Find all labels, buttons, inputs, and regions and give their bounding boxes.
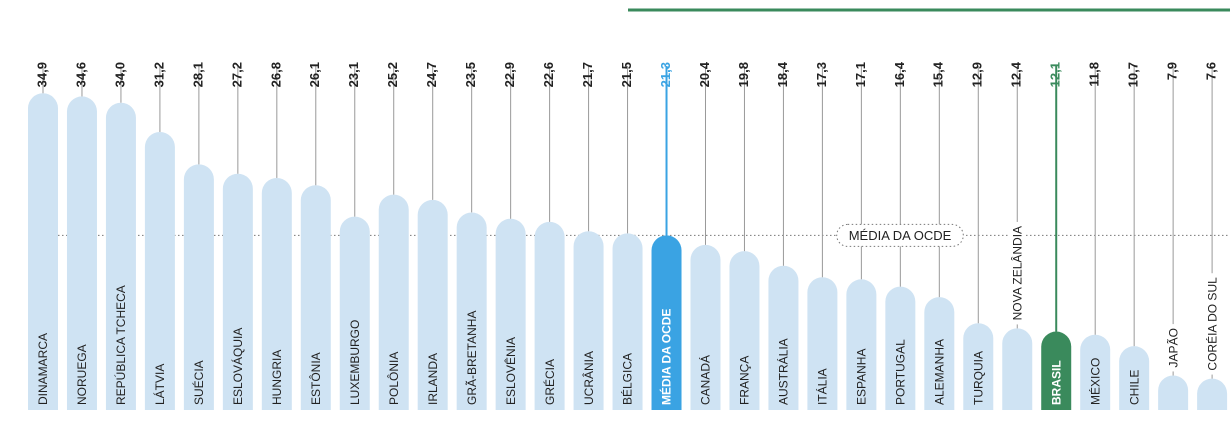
bar	[924, 297, 955, 410]
category-label: PORTUGAL	[894, 339, 908, 405]
category-label: ESLOVÊNIA	[503, 337, 518, 405]
bar	[885, 286, 916, 410]
bar	[144, 131, 175, 410]
bar	[1197, 378, 1228, 410]
category-label: ESPANHA	[855, 349, 869, 405]
value-label: 10,7	[1126, 62, 1141, 87]
value-label: 17,3	[814, 62, 829, 87]
bar	[1080, 334, 1111, 410]
category-label: BRASIL	[1049, 360, 1063, 405]
bar	[300, 185, 331, 410]
value-label: 25,2	[385, 62, 400, 87]
category-label: GRÉCIA	[542, 359, 557, 405]
value-label: 11,8	[1087, 62, 1102, 87]
label-mask	[1009, 221, 1026, 325]
category-label: AUSTRÁLIA	[776, 338, 791, 405]
category-label: MÉXICO	[1087, 358, 1102, 405]
bar	[1041, 331, 1072, 410]
bar	[378, 194, 409, 410]
category-label: CHILE	[1127, 370, 1141, 405]
bar	[729, 251, 760, 410]
value-label: 22,6	[541, 62, 556, 87]
category-label: BÉLGICA	[620, 353, 635, 405]
category-label: NOVA ZELÂNDIA	[1009, 226, 1024, 320]
value-label: 18,4	[775, 61, 790, 87]
bar	[1002, 328, 1033, 410]
value-label: 16,4	[892, 61, 907, 87]
value-label: 12,1	[1048, 62, 1063, 87]
bar	[534, 221, 565, 410]
value-label: 15,4	[931, 61, 946, 87]
category-label: IRLANDA	[426, 353, 440, 405]
category-label: LUXEMBURGO	[348, 320, 362, 405]
bar	[690, 244, 721, 410]
bar	[573, 231, 604, 410]
value-label: 7,9	[1165, 62, 1180, 80]
bar	[28, 93, 58, 410]
value-label: 31,2	[151, 62, 166, 87]
bar	[807, 277, 838, 410]
reference-pill	[836, 223, 964, 247]
category-label: POLÔNIA	[386, 352, 401, 405]
category-label: GRÃ-BRETANHA	[465, 311, 479, 405]
value-label: 20,4	[697, 61, 712, 87]
reference-label: MÉDIA DA OCDE	[849, 228, 952, 243]
category-label: TURQUIA	[971, 351, 985, 405]
category-label: CANADÁ	[698, 355, 713, 405]
bar	[651, 235, 682, 410]
bar	[495, 218, 526, 410]
bar	[105, 102, 136, 410]
category-label: ESLOVÁQUIA	[230, 328, 245, 405]
value-label: 26,1	[307, 62, 322, 87]
value-label: 21,7	[580, 62, 595, 87]
bar	[612, 233, 643, 410]
category-label: ALEMANHA	[932, 339, 946, 405]
value-label: 24,7	[424, 62, 439, 87]
bar	[1119, 346, 1150, 410]
category-label: ITÁLIA	[815, 368, 830, 405]
value-label: 34,6	[73, 62, 88, 87]
bar	[768, 265, 799, 410]
category-label: UCRÂNIA	[581, 351, 596, 405]
category-label: REPÚBLICA TCHECA	[113, 285, 128, 405]
bar	[66, 96, 97, 411]
bar	[261, 177, 292, 410]
label-mask	[1165, 324, 1182, 372]
value-label: 19,8	[736, 62, 751, 87]
category-label: DINAMARCA	[36, 333, 50, 405]
category-label: CORÉIA DO SUL	[1204, 277, 1219, 371]
category-label: ESTÔNIA	[308, 352, 323, 405]
value-label: 26,8	[268, 62, 283, 87]
value-label: 34,0	[112, 62, 127, 87]
bar	[456, 212, 487, 410]
bar	[417, 199, 448, 410]
category-label: MÉDIA DA OCDE	[659, 309, 674, 405]
bar	[1158, 375, 1189, 410]
bar	[222, 173, 253, 410]
category-label: FRANÇA	[738, 356, 752, 405]
value-label: 12,9	[970, 62, 985, 87]
value-label: 17,1	[853, 62, 868, 87]
bar	[846, 279, 877, 410]
label-mask	[1204, 273, 1221, 375]
category-label: HUNGRIA	[270, 350, 284, 405]
bar	[339, 216, 370, 410]
value-label: 23,1	[346, 62, 361, 87]
value-label: 22,9	[502, 62, 517, 87]
bar	[963, 323, 994, 410]
value-label: 21,5	[619, 62, 634, 87]
category-label: NORUEGA	[75, 344, 89, 405]
value-label: 34,9	[34, 62, 49, 87]
value-label: 23,5	[463, 62, 478, 87]
bar	[183, 164, 214, 410]
category-label: SUÉCIA	[191, 360, 206, 405]
value-label: 27,2	[229, 62, 244, 87]
value-label: 7,6	[1204, 62, 1219, 80]
category-label: JAPÃO	[1166, 328, 1180, 367]
value-label: 28,1	[190, 62, 205, 87]
value-label: 21,3	[658, 62, 673, 87]
category-label: LÁTVIA	[152, 364, 167, 405]
value-label: 12,4	[1009, 61, 1024, 87]
